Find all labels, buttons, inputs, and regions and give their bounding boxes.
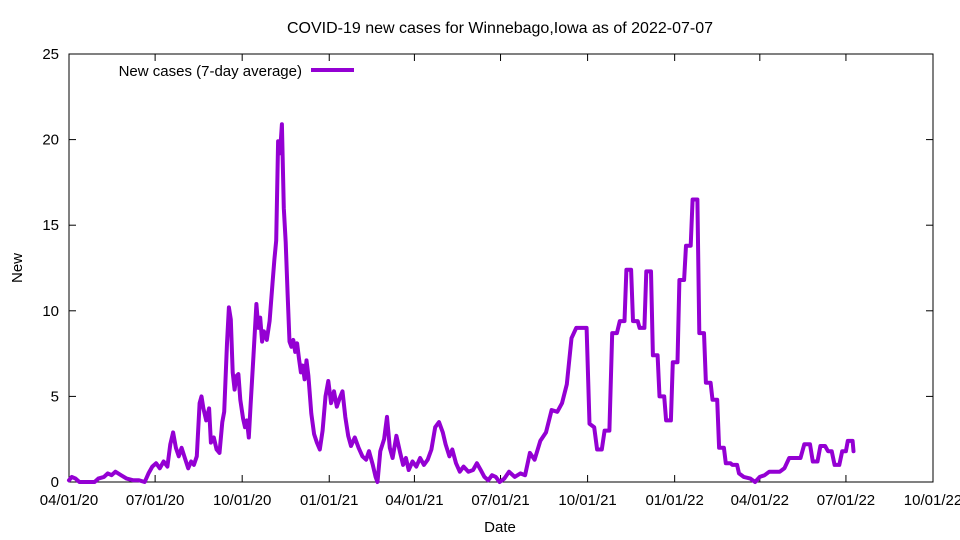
legend-label: New cases (7-day average)	[119, 63, 302, 80]
y-tick-label: 0	[51, 474, 59, 491]
y-tick-label: 10	[42, 303, 59, 320]
x-tick-label: 07/01/20	[126, 492, 184, 509]
y-tick-label: 25	[42, 46, 59, 63]
y-tick-label: 15	[42, 217, 59, 234]
x-tick-label: 07/01/21	[471, 492, 529, 509]
x-tick-label: 04/01/21	[385, 492, 443, 509]
series-line	[67, 122, 856, 484]
x-tick-label: 10/01/20	[213, 492, 271, 509]
x-tick-label: 04/01/22	[731, 492, 789, 509]
chart-title: COVID-19 new cases for Winnebago,Iowa as…	[287, 20, 713, 37]
y-axis: 0 5 10 15 20 25	[42, 46, 933, 491]
x-tick-label: 01/01/21	[300, 492, 358, 509]
x-tick-label: 04/01/20	[40, 492, 98, 509]
x-tick-label: 07/01/22	[817, 492, 875, 509]
x-axis: 04/01/20 07/01/20 10/01/20 01/01/21 04/01/21…	[40, 54, 960, 509]
x-axis-label: Date	[484, 519, 516, 536]
x-tick-label: 10/01/22	[904, 492, 960, 509]
legend: New cases (7-day average)	[119, 63, 354, 80]
y-tick-label: 5	[51, 388, 59, 405]
x-tick-label: 10/01/21	[558, 492, 616, 509]
y-tick-label: 20	[42, 132, 59, 149]
x-tick-label: 01/01/22	[645, 492, 703, 509]
series-layer	[67, 122, 856, 484]
y-axis-label: New	[9, 253, 26, 283]
